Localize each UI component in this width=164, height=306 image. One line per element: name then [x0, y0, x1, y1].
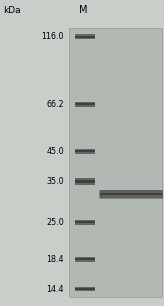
Text: 116.0: 116.0 [41, 32, 64, 41]
Text: 35.0: 35.0 [46, 177, 64, 186]
Bar [75, 150, 95, 152]
Bar [75, 220, 95, 225]
Text: 18.4: 18.4 [46, 255, 64, 264]
Bar [75, 103, 95, 106]
Bar [75, 257, 95, 262]
Bar [75, 102, 95, 107]
Bar [75, 221, 95, 223]
Bar [75, 34, 95, 39]
Text: 45.0: 45.0 [46, 147, 64, 156]
Bar [100, 193, 162, 196]
Bar [75, 178, 95, 185]
Text: M: M [79, 5, 87, 15]
Bar [75, 258, 95, 260]
Bar [75, 288, 95, 290]
Bar [75, 35, 95, 38]
Text: 25.0: 25.0 [46, 218, 64, 227]
FancyBboxPatch shape [99, 190, 163, 199]
Bar [75, 286, 95, 291]
Bar [75, 149, 95, 154]
Text: kDa: kDa [3, 6, 21, 15]
Bar [69, 28, 162, 297]
Text: 14.4: 14.4 [46, 285, 64, 293]
Text: 66.2: 66.2 [46, 100, 64, 109]
Bar [75, 180, 95, 183]
